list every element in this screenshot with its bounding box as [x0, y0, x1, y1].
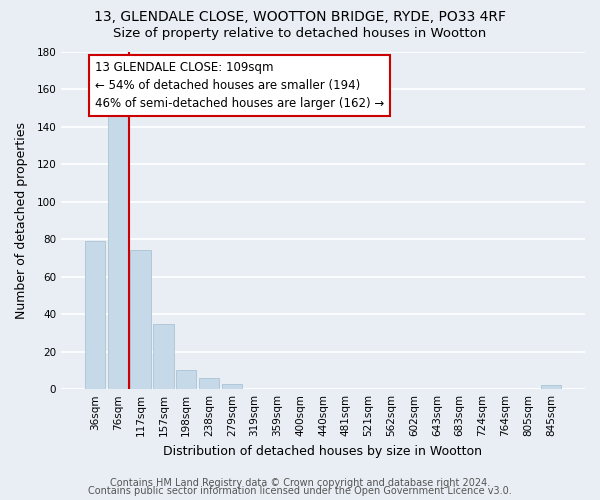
- Text: Size of property relative to detached houses in Wootton: Size of property relative to detached ho…: [113, 28, 487, 40]
- Bar: [107, 106, 128, 389]
- Bar: [130, 250, 151, 389]
- Bar: [541, 386, 561, 389]
- Text: 13, GLENDALE CLOSE, WOOTTON BRIDGE, RYDE, PO33 4RF: 13, GLENDALE CLOSE, WOOTTON BRIDGE, RYDE…: [94, 10, 506, 24]
- Text: Contains public sector information licensed under the Open Government Licence v3: Contains public sector information licen…: [88, 486, 512, 496]
- Bar: [153, 324, 173, 389]
- Text: 13 GLENDALE CLOSE: 109sqm
← 54% of detached houses are smaller (194)
46% of semi: 13 GLENDALE CLOSE: 109sqm ← 54% of detac…: [95, 61, 384, 110]
- Bar: [176, 370, 196, 389]
- Bar: [85, 241, 105, 389]
- Text: Contains HM Land Registry data © Crown copyright and database right 2024.: Contains HM Land Registry data © Crown c…: [110, 478, 490, 488]
- Bar: [221, 384, 242, 389]
- X-axis label: Distribution of detached houses by size in Wootton: Distribution of detached houses by size …: [163, 444, 482, 458]
- Bar: [199, 378, 219, 389]
- Y-axis label: Number of detached properties: Number of detached properties: [15, 122, 28, 319]
